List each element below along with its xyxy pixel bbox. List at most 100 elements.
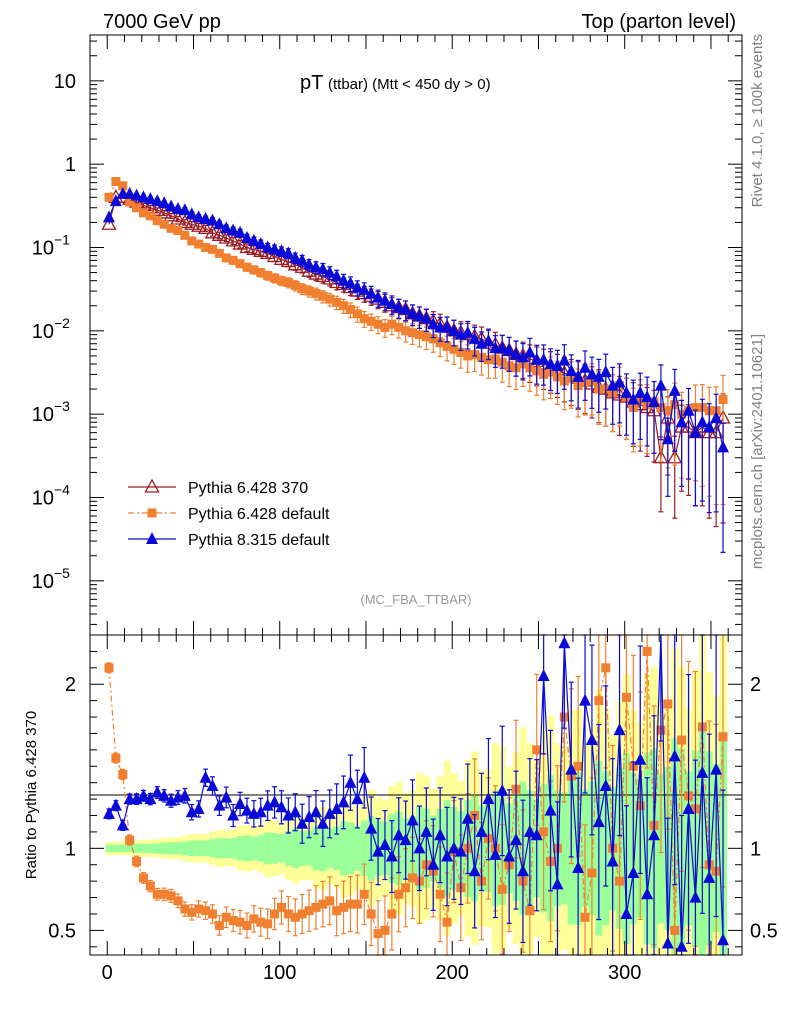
ratio-data-point — [482, 792, 495, 805]
main-data-point — [166, 223, 176, 233]
main-data-point — [441, 320, 454, 333]
ratio-data-point — [242, 920, 252, 930]
main-data-point — [516, 350, 529, 363]
ratio-data-point — [282, 808, 295, 821]
ratio-band-green — [291, 828, 300, 868]
main-ytick-label: 10 — [32, 404, 54, 426]
main-data-point — [156, 204, 172, 219]
ratio-data-point — [180, 904, 190, 914]
ratio-data-point — [235, 917, 245, 927]
main-data-point — [689, 425, 702, 438]
main-data-point — [330, 269, 343, 282]
main-data-point — [225, 232, 241, 247]
ratio-data-point — [206, 778, 219, 791]
main-ytick-exponent: −1 — [54, 232, 70, 248]
main-data-point — [132, 203, 142, 213]
main-data-point — [392, 300, 405, 313]
ratio-ytick-label-right: 2 — [750, 674, 761, 696]
ratio-data-point — [311, 902, 321, 912]
ratio-data-point — [606, 854, 619, 867]
main-data-point — [187, 236, 197, 246]
main-ytick-label: 10 — [32, 321, 54, 343]
main-data-point — [413, 309, 426, 322]
main-data-point — [653, 449, 669, 464]
main-data-point — [690, 403, 700, 413]
legend-label: Pythia 6.428 default — [188, 506, 330, 523]
ratio-data-point — [213, 798, 226, 811]
main-data-point — [627, 392, 640, 405]
ratio-xtick-label: 0 — [102, 962, 113, 984]
main-data-point — [104, 192, 114, 202]
main-data-point — [421, 332, 431, 342]
ratio-data-point — [537, 669, 550, 682]
main-data-point — [101, 215, 117, 230]
ratio-data-point — [345, 899, 355, 909]
ratio-data-point — [173, 896, 183, 906]
main-data-point — [387, 319, 397, 329]
ratio-ylabel: Ratio to Pythia 6.428 370 — [23, 711, 40, 879]
main-ytick-label: 10 — [32, 238, 54, 260]
main-data-point — [283, 278, 293, 288]
ratio-band-green — [209, 839, 217, 858]
main-data-point — [551, 358, 564, 371]
ratio-band-green — [174, 842, 182, 855]
main-data-point — [352, 309, 362, 319]
main-ytick-label: 1 — [65, 154, 76, 176]
ratio-data-point — [352, 899, 362, 909]
main-data-point — [599, 365, 612, 378]
ratio-band-green — [326, 828, 334, 869]
main-data-point — [191, 217, 207, 232]
main-data-point — [408, 328, 418, 338]
ratio-data-point — [468, 864, 481, 877]
ratio-data-point — [297, 909, 307, 919]
ratio-data-point — [261, 798, 274, 811]
main-data-point — [261, 240, 274, 253]
ratio-ytick-label: 1 — [65, 838, 76, 860]
mcplots-label: mcplots.cern.ch [arXiv:2401.10621] — [749, 334, 766, 569]
main-data-point — [572, 369, 585, 382]
ratio-data-point — [283, 909, 293, 919]
main-data-point — [214, 248, 224, 258]
ratio-data-point — [221, 912, 231, 922]
main-data-point — [565, 363, 578, 376]
main-data-point — [461, 325, 474, 338]
ratio-ytick-label: 0.5 — [48, 920, 76, 942]
ratio-data-point — [661, 936, 674, 949]
main-data-point — [144, 192, 157, 205]
ratio-data-point — [615, 876, 625, 886]
main-ytick-label: 10 — [54, 71, 76, 93]
ratio-band-green — [333, 826, 341, 871]
main-data-point — [365, 286, 378, 299]
ratio-plot-panel: 0.5 0.5 1 1 2 2 0 100 200 300 Ratio to Pythia 6.4… — [23, 634, 778, 984]
ratio-data-point — [359, 889, 369, 899]
ratio-series-group — [102, 634, 730, 956]
ratio-axes: 0.5 0.5 1 1 2 2 0 100 200 300 — [48, 635, 778, 984]
ratio-data-point — [358, 770, 371, 783]
main-data-point — [138, 208, 148, 218]
main-data-point — [717, 440, 730, 453]
main-data-point — [235, 259, 245, 269]
ratio-data-point — [207, 909, 217, 919]
main-data-point — [170, 210, 186, 225]
main-data-point — [579, 360, 592, 373]
main-data-point — [201, 243, 211, 252]
ratio-data-point — [192, 801, 205, 814]
ratio-band-green — [195, 840, 203, 857]
main-data-point — [378, 293, 391, 306]
ratio-data-point — [194, 904, 204, 914]
main-data-point — [254, 237, 267, 250]
ratio-data-point — [642, 646, 652, 656]
main-data-point — [373, 319, 383, 329]
ratio-data-point — [399, 833, 412, 846]
ratio-data-point — [441, 849, 454, 862]
rivet-label: Rivet 4.1.0, ≥ 100k events — [749, 34, 766, 207]
ratio-band-green — [188, 840, 196, 857]
main-data-point — [634, 385, 647, 398]
main-data-point — [435, 338, 445, 348]
ratio-data-point — [145, 881, 155, 891]
main-data-point — [149, 201, 165, 216]
ratio-band-green — [340, 821, 348, 876]
main-data-point — [496, 341, 509, 354]
ratio-data-point — [130, 792, 143, 805]
ratio-data-point — [138, 873, 148, 883]
